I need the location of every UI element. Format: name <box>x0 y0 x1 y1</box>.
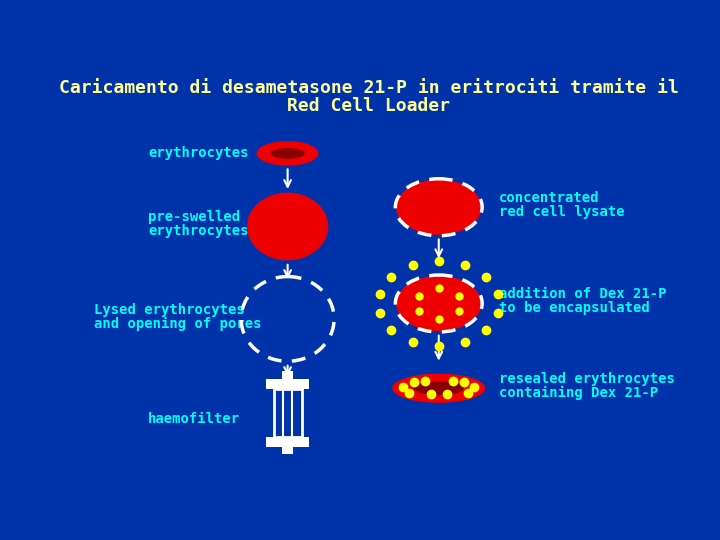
Ellipse shape <box>413 381 464 395</box>
Text: Red Cell Loader: Red Cell Loader <box>287 97 451 115</box>
FancyBboxPatch shape <box>282 447 293 455</box>
FancyBboxPatch shape <box>282 372 293 379</box>
Text: pre-swelled: pre-swelled <box>148 210 240 224</box>
FancyBboxPatch shape <box>266 437 310 447</box>
Text: Lysed erythrocytes: Lysed erythrocytes <box>94 302 245 316</box>
FancyBboxPatch shape <box>274 389 302 437</box>
Ellipse shape <box>256 141 319 166</box>
Text: erythrocytes: erythrocytes <box>148 146 248 160</box>
Text: erythrocytes: erythrocytes <box>148 224 248 238</box>
Text: red cell lysate: red cell lysate <box>499 205 625 219</box>
Text: to be encapsulated: to be encapsulated <box>499 301 650 315</box>
Text: Caricamento di desametasone 21-P in eritrociti tramite il: Caricamento di desametasone 21-P in erit… <box>59 79 679 97</box>
Text: resealed erythrocytes: resealed erythrocytes <box>499 372 675 386</box>
Ellipse shape <box>392 374 485 403</box>
Text: and opening of pores: and opening of pores <box>94 316 261 330</box>
Ellipse shape <box>396 179 482 235</box>
Text: containing Dex 21-P: containing Dex 21-P <box>499 386 658 400</box>
Text: haemofilter: haemofilter <box>148 412 240 426</box>
FancyBboxPatch shape <box>266 379 310 389</box>
Ellipse shape <box>247 193 328 260</box>
Text: concentrated: concentrated <box>499 191 600 205</box>
Text: addition of Dex 21-P: addition of Dex 21-P <box>499 287 667 301</box>
Ellipse shape <box>271 148 305 159</box>
Ellipse shape <box>396 276 482 331</box>
